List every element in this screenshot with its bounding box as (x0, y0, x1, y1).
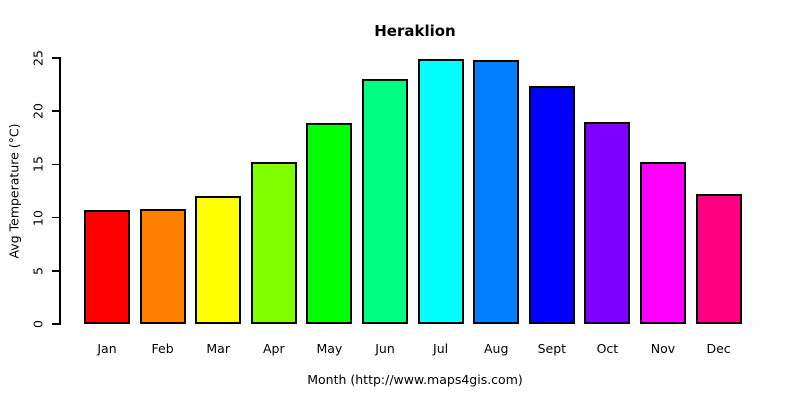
bar-feb (139, 209, 186, 324)
x-tick-label-oct: Oct (596, 341, 619, 356)
x-tick-label-nov: Nov (650, 341, 676, 356)
y-tick-label-20: 20 (30, 103, 46, 120)
bar-jul (417, 59, 464, 324)
y-tick-label-25: 25 (30, 50, 46, 66)
y-tick-label-15: 15 (30, 156, 46, 173)
y-tick-15 (52, 163, 60, 166)
y-tick-label-10: 10 (30, 209, 46, 226)
bar-oct (584, 121, 631, 324)
x-tick-label-apr: Apr (262, 341, 285, 356)
bar-apr (250, 162, 297, 324)
bar-mar (195, 196, 242, 324)
x-tick-label-sept: Sept (537, 341, 567, 356)
y-tick-label-5: 5 (30, 266, 46, 275)
y-tick-label-0: 0 (30, 320, 46, 328)
x-tick-label-jul: Jul (433, 341, 449, 356)
x-tick-label-jan: Jan (97, 341, 117, 356)
y-axis-line (59, 57, 61, 325)
y-tick-20 (52, 110, 60, 112)
y-axis-title: Avg Temperature (°C) (6, 123, 22, 259)
bar-nov (640, 162, 686, 324)
x-tick-label-dec: Dec (706, 341, 731, 356)
x-tick-label-jun: Jun (375, 341, 395, 356)
bar-sept (528, 85, 575, 324)
y-tick-0 (52, 323, 60, 325)
y-tick-10 (52, 216, 60, 219)
bar-aug (473, 60, 520, 324)
y-tick-5 (52, 270, 60, 272)
bar-jun (362, 79, 408, 324)
y-tick-25 (52, 57, 60, 59)
chart-title: Heraklion (374, 22, 456, 40)
x-tick-label-aug: Aug (483, 341, 509, 356)
bar-jan (84, 210, 130, 324)
bar-may (306, 122, 353, 324)
bar-dec (695, 194, 742, 324)
x-tick-label-may: May (316, 341, 343, 356)
x-tick-label-feb: Feb (151, 341, 174, 356)
x-axis-title: Month (http://www.maps4gis.com) (307, 372, 523, 387)
x-tick-label-mar: Mar (206, 341, 230, 356)
